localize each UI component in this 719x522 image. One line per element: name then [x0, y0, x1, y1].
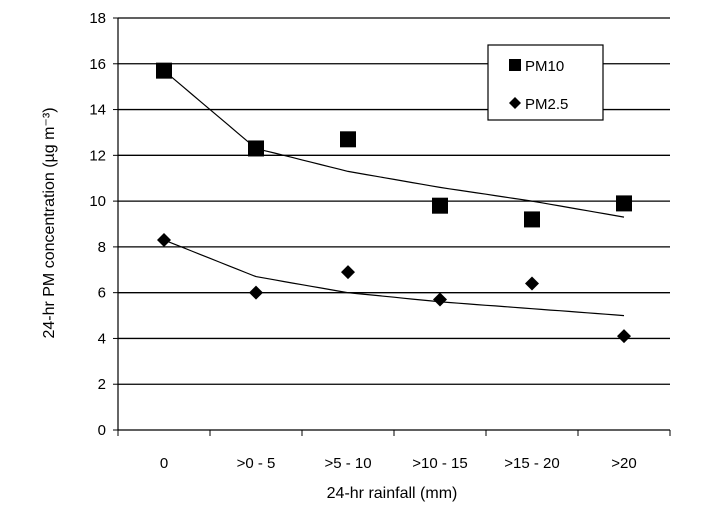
y-tick-label: 10	[89, 193, 106, 210]
pm10-point	[340, 131, 356, 148]
pm25-point	[617, 329, 631, 344]
x-tick-label: >15 - 20	[504, 455, 559, 472]
x-tick-label: >10 - 15	[412, 455, 467, 472]
legend-label-pm25: PM2.5	[525, 96, 568, 113]
y-tick-label: 0	[98, 422, 106, 439]
trendline-pm10	[163, 70, 625, 218]
legend-marker-pm25	[509, 97, 521, 109]
y-tick-label: 12	[89, 147, 106, 164]
pm25-point	[341, 265, 355, 280]
x-axis-title: 24-hr rainfall (mm)	[327, 485, 458, 502]
x-axis-ticks: 0 >0 - 5 >5 - 10 >10 - 15 >15 - 20 >20	[117, 430, 671, 472]
legend-box	[487, 44, 604, 121]
y-axis-ticks: 0 2 4 6 8 10 12 14 16 18	[89, 10, 118, 439]
pm10-point	[156, 62, 172, 79]
y-tick-label: 2	[98, 376, 106, 393]
pm25-point	[433, 292, 447, 307]
pm10-point	[248, 140, 264, 157]
pm10-point	[432, 197, 448, 214]
y-tick-label: 18	[89, 10, 106, 27]
x-tick-label: 0	[160, 455, 168, 472]
pm10-point	[524, 211, 540, 228]
legend-label-pm10: PM10	[525, 58, 564, 75]
y-tick-label: 6	[98, 285, 106, 302]
y-axis-title: 24-hr PM concentration (µg m⁻³)	[41, 107, 58, 338]
pm10-point	[616, 195, 632, 212]
y-tick-label: 14	[89, 102, 106, 119]
pm25-point	[525, 276, 539, 291]
x-tick-label: >0 - 5	[237, 455, 276, 472]
legend-marker-pm10	[509, 59, 521, 71]
y-tick-label: 4	[98, 330, 106, 347]
x-tick-label: >20	[611, 455, 636, 472]
pm25-point	[249, 285, 263, 300]
trendlines	[163, 70, 625, 317]
y-tick-label: 16	[89, 56, 106, 73]
trendline-pm25	[163, 239, 625, 317]
x-tick-label: >5 - 10	[324, 455, 371, 472]
legend: PM10 PM2.5	[487, 44, 604, 121]
pm25-point	[157, 233, 171, 248]
y-tick-label: 8	[98, 239, 106, 256]
data-points	[156, 62, 632, 344]
